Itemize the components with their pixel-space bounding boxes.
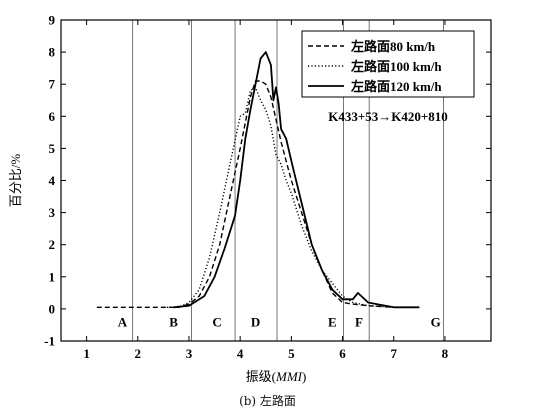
x-tick-label: 1 [83, 346, 90, 361]
x-tick-label: 2 [135, 346, 142, 361]
zone-label: A [118, 315, 128, 330]
figure-caption: (b) 左路面 [239, 394, 296, 408]
legend-label: 左路面120 km/h [351, 79, 442, 94]
y-tick-label: 4 [49, 173, 56, 188]
y-tick-label: -1 [44, 334, 55, 349]
zone-label: D [251, 315, 260, 330]
x-tick-label: 5 [288, 346, 295, 361]
y-tick-label: 0 [49, 301, 56, 316]
x-axis-label: 振级(MMI) [246, 369, 307, 384]
zone-label: E [328, 315, 337, 330]
series-lines [96, 51, 420, 309]
zone-label: F [355, 315, 363, 330]
x-tick-label: 8 [442, 346, 449, 361]
y-tick-label: 7 [49, 77, 56, 92]
legend-label: 左路面80 km/h [351, 39, 436, 54]
series-line-2 [163, 86, 420, 308]
x-tick-label: 3 [186, 346, 193, 361]
y-tick-label: 5 [49, 141, 56, 156]
x-tick-label: 7 [390, 346, 397, 361]
y-tick-label: 3 [49, 205, 56, 220]
zone-label: C [212, 315, 221, 330]
legend-label: 左路面100 km/h [351, 59, 442, 74]
route-annotation: K433+53→K420+810 [328, 109, 448, 124]
y-tick-label: 6 [49, 109, 56, 124]
axis-ticks: 1 2 3 4 5 6 7 8 -1 0 1 2 3 4 5 6 7 8 9 [44, 13, 491, 361]
y-tick-label: 2 [49, 237, 56, 252]
zone-label: G [431, 315, 441, 330]
y-tick-label: 1 [49, 269, 56, 284]
y-tick-label: 9 [49, 13, 56, 28]
y-axis-label: 百分比/% [8, 154, 23, 208]
x-tick-label: 6 [339, 346, 346, 361]
x-tick-label: 4 [237, 346, 244, 361]
series-line-3 [173, 51, 420, 309]
y-tick-label: 8 [49, 45, 56, 60]
legend: 左路面80 km/h 左路面100 km/h 左路面120 km/h [301, 30, 475, 98]
zone-label: B [169, 315, 178, 330]
